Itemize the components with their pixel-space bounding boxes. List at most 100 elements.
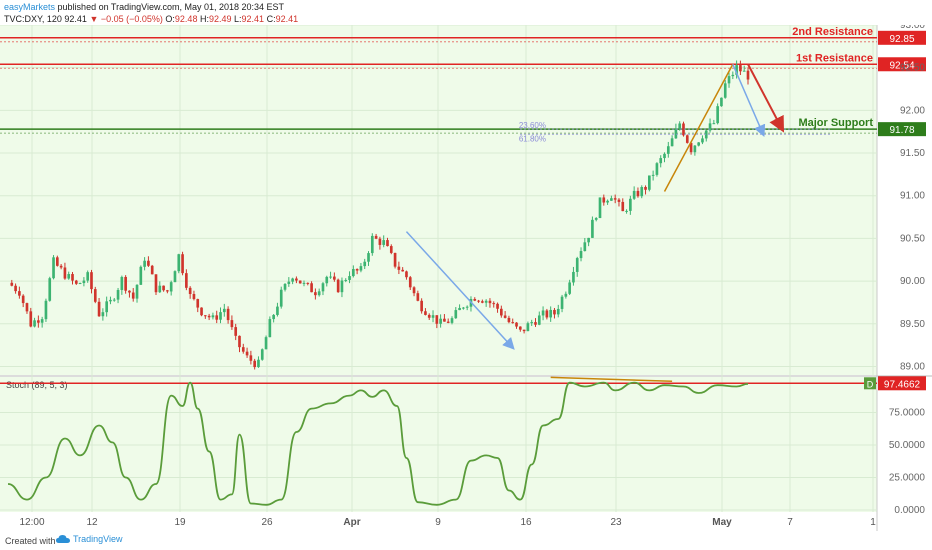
candle-body [530, 322, 534, 324]
candle-body [503, 315, 507, 318]
candle-body [518, 326, 522, 330]
price-chart[interactable]: 2nd Resistance 92.85 1st Resistance 92.54 Ma… [0, 25, 932, 531]
candle-body [617, 199, 621, 202]
stoch-series-tag [864, 377, 876, 390]
candle-body [18, 291, 21, 296]
candle-body [200, 307, 203, 316]
candle-body [629, 198, 632, 211]
candle-body [302, 282, 306, 284]
candle-body [560, 296, 564, 309]
candle-body [610, 198, 613, 201]
candle-body [689, 142, 693, 153]
candle-body [515, 322, 518, 327]
candle-body [663, 153, 666, 159]
candle-body [720, 97, 723, 107]
sr-levels: 2nd Resistance 92.85 1st Resistance 92.54 Ma… [0, 26, 926, 137]
candle-body [120, 276, 124, 290]
candle-body [287, 281, 291, 284]
ohlc-c-label: C: [266, 14, 276, 24]
candle-body [462, 307, 465, 309]
candle-body [207, 315, 211, 318]
candle-body [162, 285, 165, 291]
cloud-icon [56, 535, 70, 543]
candle-body [211, 315, 215, 318]
stoch-value-text: 97.4662 [884, 379, 921, 390]
price-change: ▼ −0.05 (−0.05%) [89, 14, 163, 24]
trend-line [663, 63, 734, 192]
candle-body [731, 74, 735, 77]
candle-body [666, 146, 670, 154]
candle-body [382, 240, 386, 245]
level-price-tag [878, 57, 926, 72]
candle-body [435, 315, 439, 324]
price-tick-label: 92.00 [900, 105, 925, 116]
candle-body [116, 289, 120, 300]
candle-body [374, 235, 378, 239]
stoch-title: Stoch (89, 5, 3) [6, 380, 68, 390]
candle-body [59, 265, 63, 268]
candle-body [74, 280, 78, 284]
stoch-series-tag-text: D [867, 379, 874, 389]
candle-body [93, 289, 97, 302]
candle-body [348, 276, 351, 280]
candle-body [219, 312, 222, 320]
axis-labels: 89.00 89.50 90.00 90.50 91.00 91.50 92.00 92.50… [19, 25, 925, 528]
candle-body [568, 282, 571, 294]
stoch-divergence-line [550, 376, 673, 383]
stoch-tick-label: 25.0000 [889, 473, 926, 484]
candle-body [625, 210, 628, 212]
trend-arrow [405, 231, 515, 350]
candle-body [564, 293, 568, 297]
candle-body [112, 299, 116, 301]
candle-body [386, 240, 389, 247]
candle-body [454, 310, 458, 319]
candle-body [48, 278, 52, 301]
candle-body [90, 272, 93, 290]
candle-body [188, 287, 192, 295]
ohlc-h-label: H: [199, 14, 209, 24]
candle-body [295, 278, 298, 281]
candle-body [40, 319, 44, 323]
ohlc-l-label: L: [234, 14, 242, 24]
candle-body [253, 360, 256, 368]
candle-body [537, 315, 541, 325]
candle-body [393, 252, 397, 267]
candle-body [234, 327, 238, 336]
candle-body [97, 301, 101, 317]
candle-body [29, 311, 33, 327]
candle-body [678, 123, 682, 129]
candle-body [321, 283, 325, 292]
stochastic-series: Stoch (89, 5, 3) D 97.4662 [0, 376, 926, 506]
tradingview-logo[interactable]: TradingView [56, 534, 123, 544]
candle-body [317, 291, 321, 296]
level-label: 2nd Resistance [792, 26, 873, 38]
candle-body [166, 290, 169, 292]
candle-body [670, 138, 674, 147]
candle-body [507, 317, 511, 323]
time-tick-label: Apr [343, 517, 360, 528]
candle-body [545, 310, 549, 318]
candle-body [44, 300, 48, 320]
candle-body [185, 273, 188, 288]
candle-body [397, 266, 401, 270]
candle-body [86, 272, 90, 281]
time-tick-label: 12:00 [19, 517, 44, 528]
author-name[interactable]: easyMarkets [4, 2, 56, 12]
candle-body [245, 351, 249, 356]
candle-body [340, 280, 344, 293]
price-tick-label: 91.50 [900, 148, 925, 159]
candle-body [602, 197, 606, 203]
candle-body [591, 219, 594, 238]
candle-body [716, 106, 719, 124]
candle-body [257, 359, 260, 368]
trend-arrow [732, 63, 766, 138]
stoch-tick-label: 0.0000 [894, 505, 925, 516]
price-tick-label: 89.50 [900, 319, 925, 330]
candle-body [446, 321, 450, 323]
candle-body [481, 301, 484, 303]
candle-body [640, 186, 644, 197]
candle-body [685, 135, 689, 143]
candle-body [71, 274, 74, 281]
candle-body [222, 308, 226, 313]
candle-body [363, 261, 367, 267]
